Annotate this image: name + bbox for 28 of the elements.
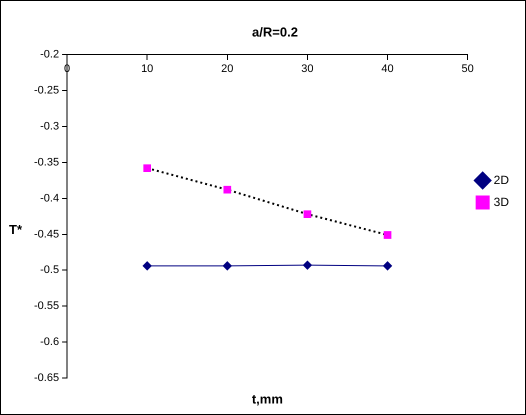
point [142, 261, 152, 270]
point [304, 210, 312, 218]
legend-label: 3D [494, 194, 510, 209]
chart-title: a/R=0.2 [252, 24, 298, 40]
y-tick-label: -0.65 [34, 372, 60, 384]
x-tick-label: 20 [221, 63, 234, 76]
y-tick-label: -0.6 [40, 336, 60, 348]
x-tick-label: 40 [381, 63, 394, 76]
y-tick-label: -0.5 [40, 264, 60, 276]
x-tick-label: 10 [141, 63, 154, 76]
y-tick-label: -0.25 [34, 84, 60, 97]
point [143, 164, 152, 172]
y-tick-label: -0.35 [34, 156, 60, 168]
x-tick-label: 50 [462, 63, 474, 76]
y-tick-label: -0.2 [40, 48, 60, 61]
point [222, 261, 232, 270]
point [384, 231, 392, 239]
x-tick-label: 30 [301, 63, 314, 76]
y-tick-label: -0.55 [34, 300, 60, 312]
y-axis-title: T* [9, 222, 23, 237]
y-tick-label: -0.4 [40, 192, 60, 204]
x-axis-title: t,mm [252, 392, 283, 407]
point [383, 261, 392, 270]
point [223, 186, 232, 194]
point [302, 260, 312, 270]
y-tick-label: -0.3 [40, 120, 60, 132]
legend-label: 2D [494, 172, 510, 187]
y-tick-label: -0.45 [34, 228, 60, 240]
